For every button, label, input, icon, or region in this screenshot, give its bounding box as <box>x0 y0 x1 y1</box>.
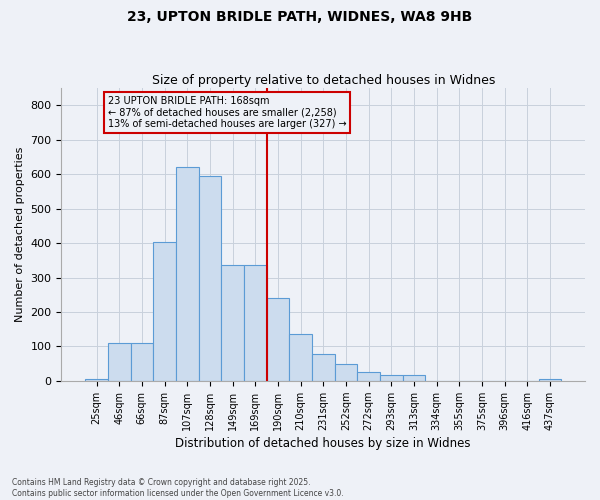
Bar <box>176 168 199 381</box>
Bar <box>244 266 266 381</box>
Bar <box>312 354 335 381</box>
Bar <box>85 379 108 381</box>
Bar <box>153 242 176 381</box>
X-axis label: Distribution of detached houses by size in Widnes: Distribution of detached houses by size … <box>175 437 471 450</box>
Bar <box>335 364 357 381</box>
Text: 23 UPTON BRIDLE PATH: 168sqm
← 87% of detached houses are smaller (2,258)
13% of: 23 UPTON BRIDLE PATH: 168sqm ← 87% of de… <box>108 96 346 129</box>
Bar <box>131 343 153 381</box>
Bar <box>380 376 403 381</box>
Text: 23, UPTON BRIDLE PATH, WIDNES, WA8 9HB: 23, UPTON BRIDLE PATH, WIDNES, WA8 9HB <box>127 10 473 24</box>
Bar <box>266 298 289 381</box>
Y-axis label: Number of detached properties: Number of detached properties <box>15 147 25 322</box>
Bar <box>108 343 131 381</box>
Bar <box>539 379 561 381</box>
Title: Size of property relative to detached houses in Widnes: Size of property relative to detached ho… <box>152 74 495 87</box>
Bar <box>199 176 221 381</box>
Bar <box>221 266 244 381</box>
Bar <box>289 334 312 381</box>
Bar <box>357 372 380 381</box>
Text: Contains HM Land Registry data © Crown copyright and database right 2025.
Contai: Contains HM Land Registry data © Crown c… <box>12 478 344 498</box>
Bar <box>403 376 425 381</box>
